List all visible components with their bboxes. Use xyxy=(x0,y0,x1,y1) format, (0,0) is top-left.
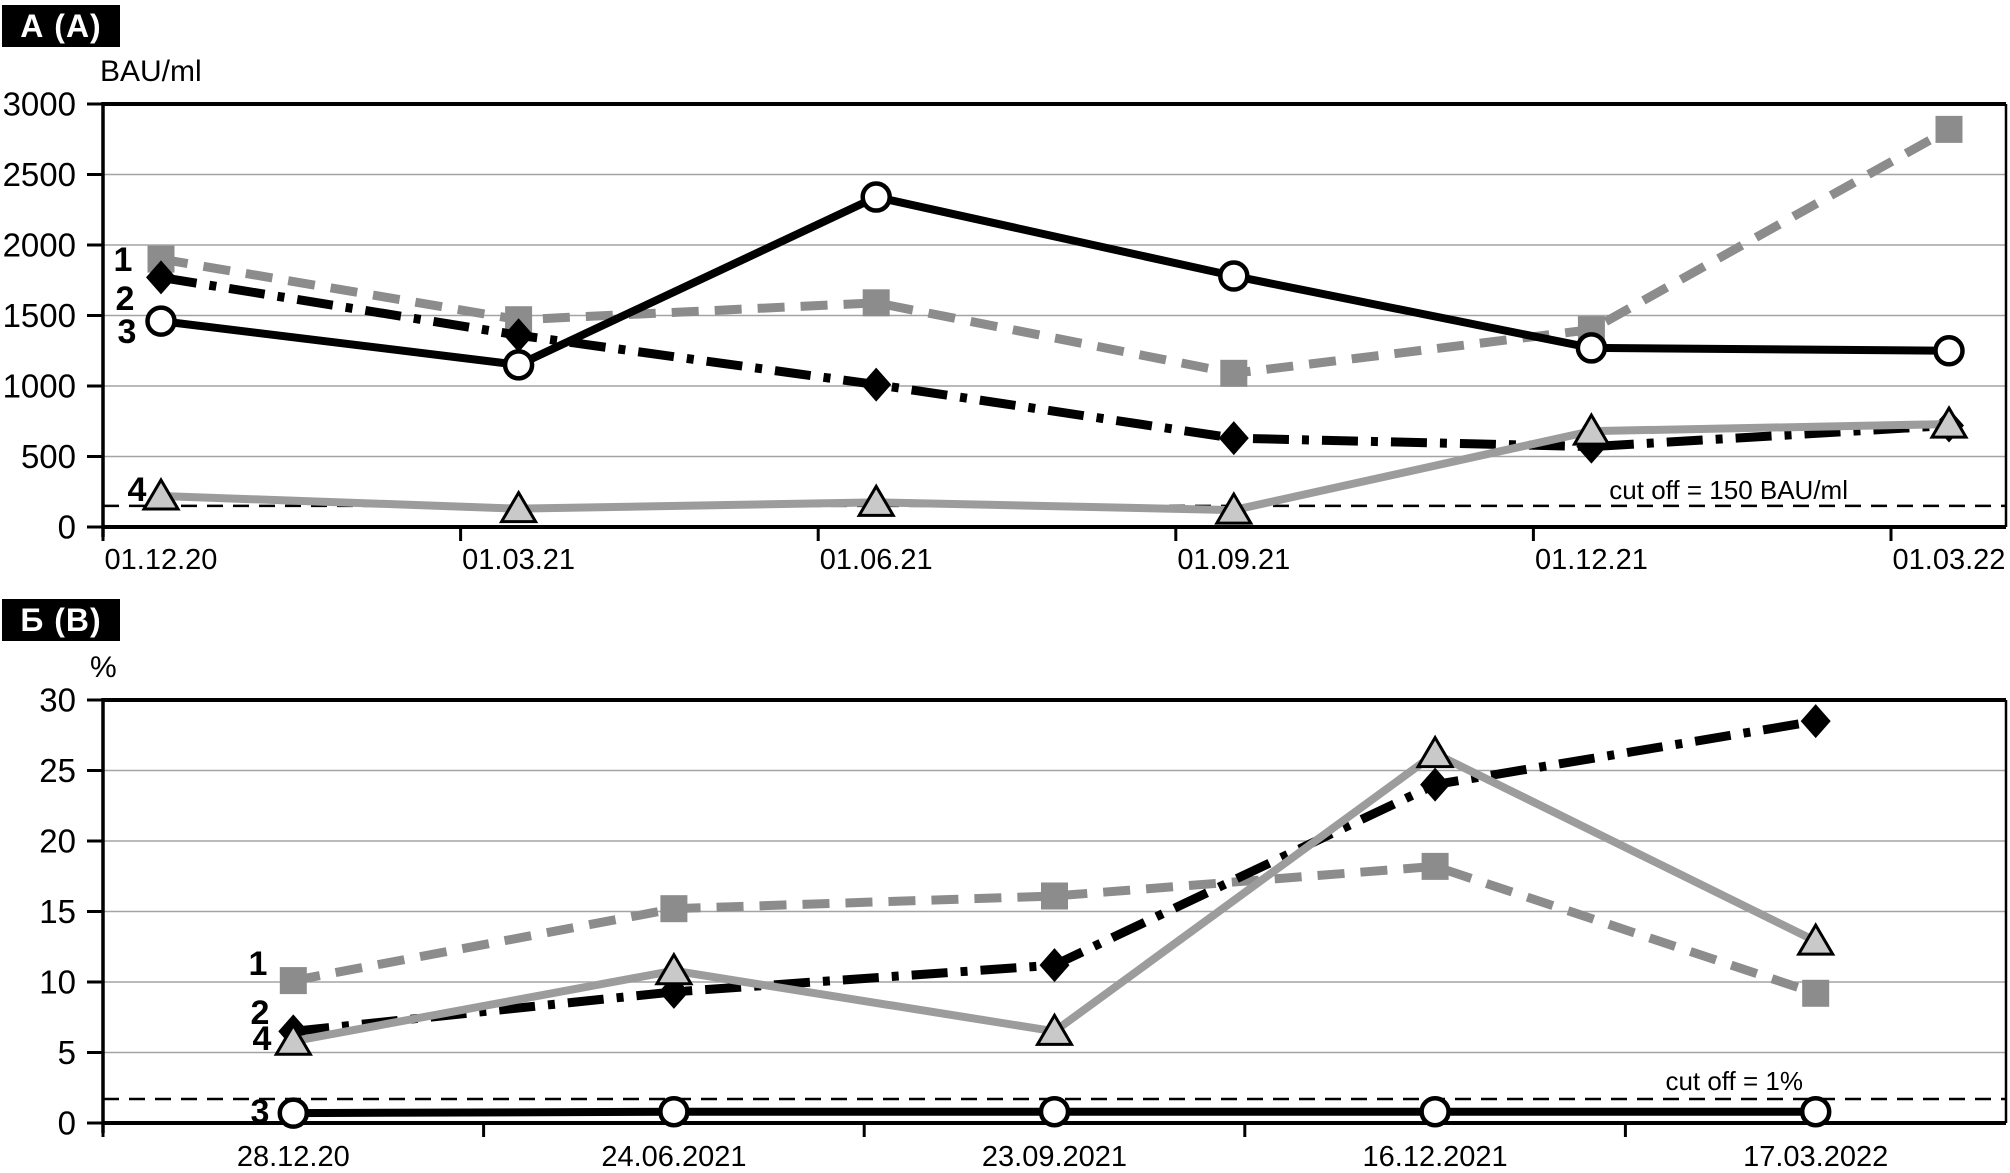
triangle-marker xyxy=(1796,922,1836,956)
panel-a-x-label-2: 01.06.21 xyxy=(820,544,933,576)
circle-marker xyxy=(502,349,535,381)
panel-a-x-label-4: 01.12.21 xyxy=(1535,544,1648,576)
panel-a-series-2-number-label: 2 xyxy=(116,280,135,318)
panel-a-series-3 xyxy=(145,181,1965,381)
panel-a-series-3-line xyxy=(160,192,1950,369)
panel-b-x-label-2: 23.09.2021 xyxy=(982,1141,1127,1173)
panel-b-series-1-number-label: 1 xyxy=(249,945,268,983)
panel-a-series-4 xyxy=(141,405,1969,525)
circle-marker xyxy=(1218,260,1250,292)
circle-marker xyxy=(1419,1095,1451,1128)
diamond-marker xyxy=(1420,767,1451,802)
panel-a-x-label-1: 01.03.21 xyxy=(462,544,575,576)
panel-a-series-4-number-label: 4 xyxy=(128,471,147,509)
triangle-marker xyxy=(273,1022,313,1056)
diamond-marker xyxy=(1218,421,1249,456)
triangle-marker xyxy=(1571,412,1612,446)
circle-marker xyxy=(145,305,177,337)
panel-a-x-label-5: 01.03.22 xyxy=(1893,544,2006,576)
panel-b-gridlines xyxy=(103,769,2006,1054)
square-marker xyxy=(1041,882,1068,910)
panel-a-y-tick-label-3000: 3000 xyxy=(3,86,76,123)
triangle-marker xyxy=(141,477,181,511)
panel-b-series-4-number-label: 4 xyxy=(253,1020,272,1058)
diamond-marker xyxy=(861,367,892,402)
square-marker xyxy=(1421,852,1449,880)
triangle-marker xyxy=(1214,491,1254,525)
diamond-marker xyxy=(146,260,176,295)
panel-b-x-label-4: 17.03.2022 xyxy=(1743,1141,1888,1173)
panel-a-labels: 3000 2500 2000 1500 1000 500 0 01.12.20 01.03.21… xyxy=(3,86,2006,577)
panel-b-series-2-line xyxy=(292,716,1817,1036)
panel-b-series-3 xyxy=(277,1095,1832,1129)
circle-marker xyxy=(1933,335,1965,367)
triangle-marker xyxy=(856,483,896,517)
circle-marker xyxy=(1575,332,1608,364)
panel-a-y-tick-label-1000: 1000 xyxy=(3,368,76,405)
panel-a-y-tick-label-0: 0 xyxy=(58,509,76,546)
triangle-marker xyxy=(1034,1012,1075,1046)
panel-b-series-3-number-label: 3 xyxy=(251,1093,270,1131)
square-marker xyxy=(1935,115,1963,143)
panel-b-x-label-0: 28.12.20 xyxy=(237,1141,350,1173)
triangle-marker xyxy=(654,951,694,986)
panel-a-cutoff-label: cut off = 150 BAU/ml xyxy=(1609,475,1848,505)
circle-marker xyxy=(658,1095,690,1128)
panel-b-y-tick-label-0: 0 xyxy=(58,1105,76,1142)
panel-a-series xyxy=(103,115,2006,525)
diamond-marker xyxy=(503,318,534,353)
panel-b-x-label-3: 16.12.2021 xyxy=(1363,1141,1508,1173)
panel-a-x-label-0: 01.12.20 xyxy=(105,544,218,576)
panel-a-y-tick-label-2000: 2000 xyxy=(3,227,76,264)
circle-marker xyxy=(1799,1095,1832,1128)
panel-b-y-axis-unit-label: % xyxy=(90,651,117,684)
panel-a-series-4-line xyxy=(160,420,1950,515)
panel-a-axes xyxy=(87,102,2008,541)
panel-b-y-tick-label-15: 15 xyxy=(39,893,76,930)
panel-a-series-1-number-label: 1 xyxy=(114,241,133,279)
panel-a-y-tick-label-500: 500 xyxy=(21,438,76,475)
panel-a-y-tick-label-2500: 2500 xyxy=(3,156,76,193)
triangle-marker xyxy=(498,489,539,524)
panel-b-series-2-number-label: 2 xyxy=(251,994,270,1032)
panel-b-series xyxy=(103,704,2006,1129)
panel-b-y-tick-label-5: 5 xyxy=(58,1034,76,1071)
circle-marker xyxy=(277,1097,310,1129)
panel-a-title: А (A) xyxy=(2,5,120,47)
triangle-marker xyxy=(1929,405,1969,439)
panel-a-series-3-number-label: 3 xyxy=(118,313,137,351)
panel-b-series-2 xyxy=(278,704,1831,1049)
panel-b-x-label-1: 24.06.2021 xyxy=(601,1141,746,1173)
panel-b-series-1-line xyxy=(292,861,1818,998)
circle-marker xyxy=(860,181,892,213)
panel-b-series-4 xyxy=(273,734,1836,1056)
panel-b-series-1 xyxy=(279,852,1830,1007)
square-marker xyxy=(660,895,688,923)
circle-marker xyxy=(1038,1095,1071,1128)
panel-b-y-tick-label-10: 10 xyxy=(39,964,76,1001)
panel-b-y-tick-label-30: 30 xyxy=(39,682,76,719)
panel-a-series-1-line xyxy=(160,125,1952,378)
triangle-marker xyxy=(1415,734,1455,769)
square-marker xyxy=(279,967,307,995)
panel-b-y-tick-label-25: 25 xyxy=(39,752,76,789)
panel-b-cutoff-label: cut off = 1% xyxy=(1665,1066,1803,1096)
panel-b-axes xyxy=(87,698,2008,1137)
square-marker xyxy=(1220,359,1248,387)
diamond-marker xyxy=(1039,948,1070,983)
panel-a-x-label-3: 01.09.21 xyxy=(1177,544,1290,576)
panel-a-y-axis-unit-label: BAU/ml xyxy=(100,55,202,88)
panel-b-labels: 30 25 20 15 10 5 0 28.12.20 24.06.2021 23.09.2021… xyxy=(39,682,1888,1173)
square-marker xyxy=(862,289,890,317)
square-marker xyxy=(1802,979,1830,1007)
panel-b-title: Б (В) xyxy=(2,599,120,641)
panel-b-y-tick-label-20: 20 xyxy=(39,823,76,860)
panel-a-series-2-line xyxy=(160,272,1950,452)
diamond-marker xyxy=(1800,704,1831,739)
panel-a-y-tick-label-1500: 1500 xyxy=(3,297,76,334)
